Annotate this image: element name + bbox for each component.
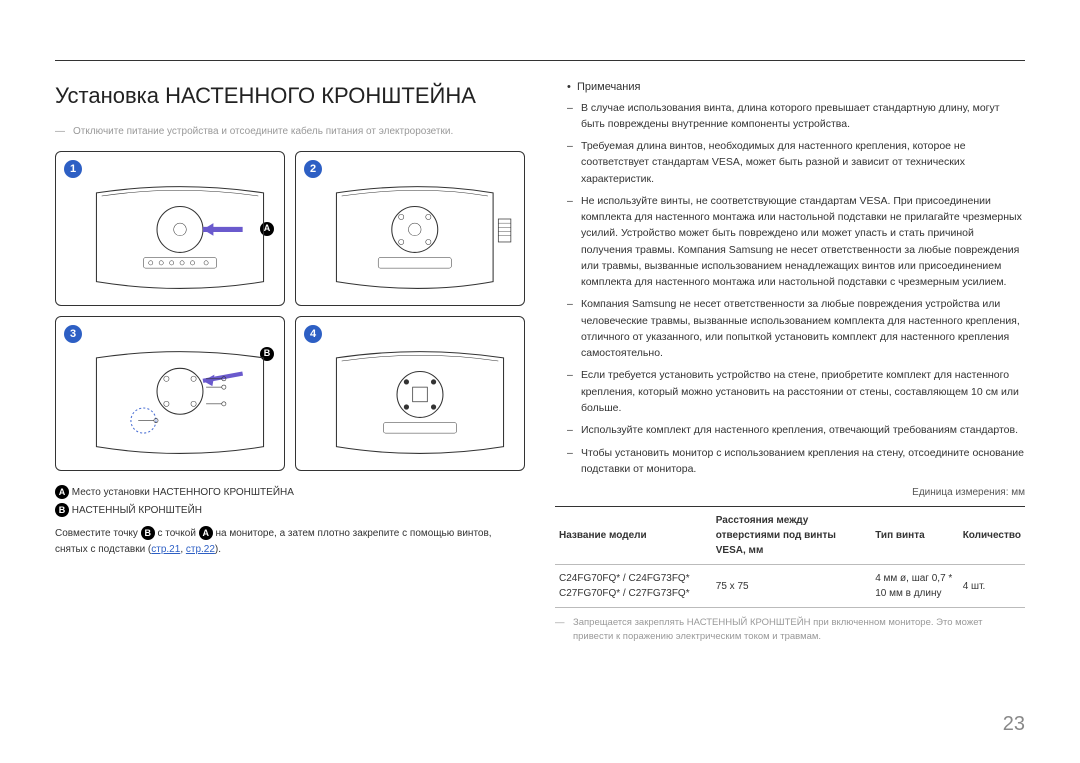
notes-section: • Примечания В случае использования винт… [555,79,1025,477]
table-row: C24FG70FQ* / C24FG73FQ* C27FG70FQ* / C27… [555,565,1025,608]
note-item: Не используйте винты, не соответствующие… [567,193,1025,291]
td-qty: 4 шт. [959,565,1025,608]
right-column: • Примечания В случае использования винт… [555,79,1025,645]
note-item: Чтобы установить монитор с использование… [567,445,1025,478]
link-page-22[interactable]: стр.22 [186,544,215,555]
page-number: 23 [1003,709,1025,739]
monitor-illustration-3 [86,337,274,462]
diagram-step-4: 4 [295,316,525,471]
legend-a-text: Место установки НАСТЕННОГО КРОНШТЕЙНА [72,487,294,498]
badge-b-inline: B [141,526,155,540]
note-item: Компания Samsung не несет ответственност… [567,296,1025,361]
instr-post: ). [215,544,221,555]
th-model: Название модели [555,507,712,565]
note-item: Используйте комплект для настенного креп… [567,422,1025,438]
step-badge-2: 2 [304,160,322,178]
notes-head-text: Примечания [577,81,641,93]
legend-b-text: НАСТЕННЫЙ КРОНШТЕЙН [72,505,202,516]
monitor-illustration-2 [326,172,514,297]
th-screw: Тип винта [871,507,959,565]
spec-table: Название модели Расстояния между отверст… [555,506,1025,608]
th-qty: Количество [959,507,1025,565]
step-badge-3: 3 [64,325,82,343]
legend-b: B НАСТЕННЫЙ КРОНШТЕЙН [55,503,525,518]
top-rule [55,60,1025,61]
note-item: Требуемая длина винтов, необходимых для … [567,138,1025,187]
diagram-grid: 1 A [55,151,525,471]
power-note: Отключите питание устройства и отсоедини… [55,124,525,139]
instr-mid1: с точкой [155,528,199,539]
link-page-21[interactable]: стр.21 [151,544,180,555]
diagram-step-2: 2 [295,151,525,306]
td-models: C24FG70FQ* / C24FG73FQ* C27FG70FQ* / C27… [555,565,712,608]
monitor-illustration-4 [326,337,514,462]
badge-a-icon: A [55,485,69,499]
legend-a: A Место установки НАСТЕННОГО КРОНШТЕЙНА [55,485,525,500]
instr-pre: Совместите точку [55,528,141,539]
notes-heading: • Примечания [567,79,1025,96]
diagram-step-1: 1 A [55,151,285,306]
note-item: Если требуется установить устройство на … [567,367,1025,416]
instruction-text: Совместите точку B с точкой A на монитор… [55,526,525,558]
left-column: Установка НАСТЕННОГО КРОНШТЕЙНА Отключит… [55,79,525,645]
th-vesa: Расстояния между отверстиями под винты V… [712,507,871,565]
note-item: В случае использования винта, длина кото… [567,100,1025,133]
badge-b-icon: B [55,503,69,517]
step-badge-4: 4 [304,325,322,343]
step-badge-1: 1 [64,160,82,178]
footnote: Запрещается закреплять НАСТЕННЫЙ КРОНШТЕ… [555,616,1025,645]
td-vesa: 75 x 75 [712,565,871,608]
monitor-illustration-1 [86,172,274,297]
td-screw: 4 мм ø, шаг 0,7 * 10 мм в длину [871,565,959,608]
page-title: Установка НАСТЕННОГО КРОНШТЕЙНА [55,79,525,112]
table-header-row: Название модели Расстояния между отверст… [555,507,1025,565]
diagram-step-3: 3 B [55,316,285,471]
unit-label: Единица измерения: мм [555,485,1025,500]
badge-a-inline: A [199,526,213,540]
